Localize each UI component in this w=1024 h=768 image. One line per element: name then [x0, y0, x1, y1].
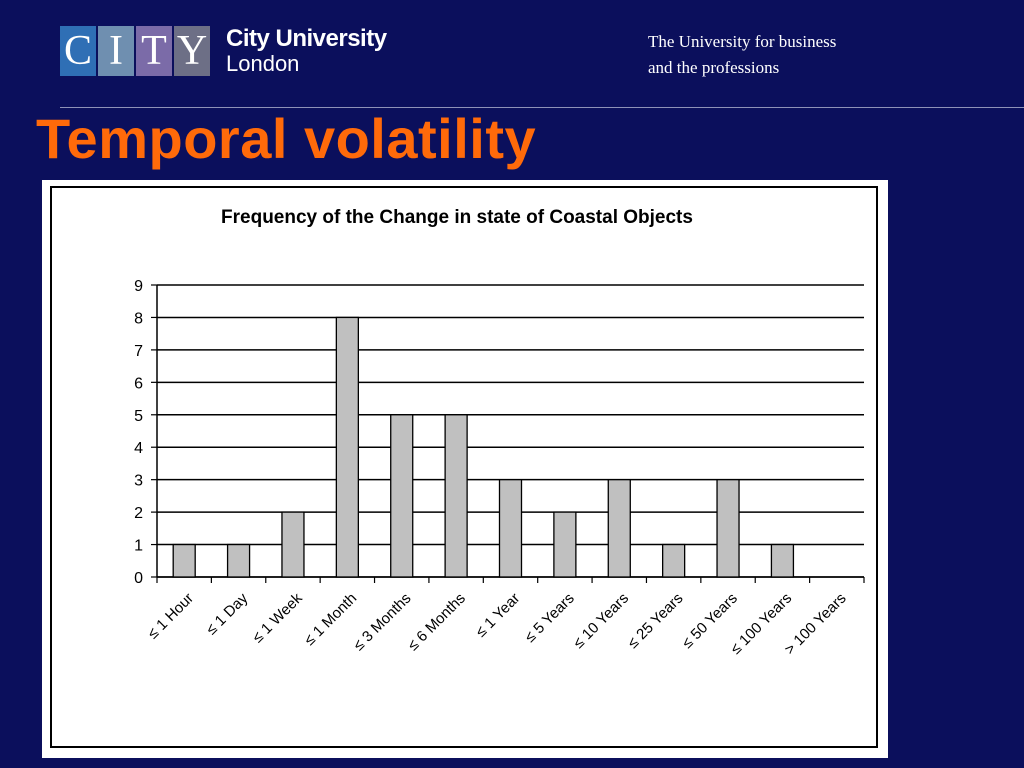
y-tick-label: 1 [134, 538, 143, 555]
y-tick-label: 4 [134, 440, 143, 457]
chart-panel: Frequency of the Change in state of Coas… [42, 180, 888, 758]
logo-city: London [226, 51, 300, 76]
chart-frame [50, 186, 878, 748]
bar [716, 479, 740, 578]
y-tick-label: 3 [134, 473, 143, 490]
bar [444, 414, 468, 578]
bar [281, 511, 305, 578]
header-divider [60, 107, 1024, 108]
x-tick-label: ≤ 6 Months [405, 590, 469, 654]
x-tick-label: ≤ 10 Years [570, 590, 632, 652]
y-tick-label: 5 [134, 408, 143, 425]
logo-letter-c: C [60, 26, 96, 76]
x-tick-label: ≤ 25 Years [624, 590, 686, 652]
y-tick-label: 9 [134, 278, 143, 295]
x-tick-label: ≤ 5 Years [522, 590, 578, 646]
logo-wordmark: City University London [226, 26, 387, 76]
y-tick-label: 0 [134, 570, 143, 587]
y-tick-label: 2 [134, 505, 143, 522]
bar [390, 414, 414, 578]
logo-letter-y: Y [174, 26, 210, 76]
x-tick-label: ≤ 3 Months [350, 590, 414, 654]
bar [226, 543, 251, 578]
logo-letter-t: T [136, 26, 172, 76]
bar [662, 543, 686, 578]
bar [607, 479, 631, 578]
bar [770, 543, 795, 578]
bar [335, 316, 359, 578]
y-tick-label: 6 [134, 375, 143, 392]
y-tick-label: 7 [134, 343, 143, 360]
x-tick-label: ≤ 1 Week [249, 589, 306, 646]
x-tick-label: ≤ 1 Year [472, 590, 523, 641]
x-tick-label: ≤ 1 Day [203, 589, 252, 638]
slide-title: Temporal volatility [36, 107, 537, 170]
tagline-line-2: and the professions [648, 58, 780, 77]
bar [172, 543, 196, 578]
chart-title: Frequency of the Change in state of Coas… [221, 207, 693, 228]
city-university-logo: C I T Y City University London [60, 26, 387, 76]
logo-name: City University [226, 25, 387, 52]
x-tick-label: ≤ 1 Hour [144, 590, 197, 643]
logo-letter-i: I [98, 26, 134, 76]
y-tick-label: 8 [134, 310, 143, 327]
tagline: The University for business and the prof… [648, 29, 836, 81]
tagline-line-1: The University for business [648, 32, 837, 51]
bar [553, 511, 577, 578]
bar [498, 479, 523, 578]
